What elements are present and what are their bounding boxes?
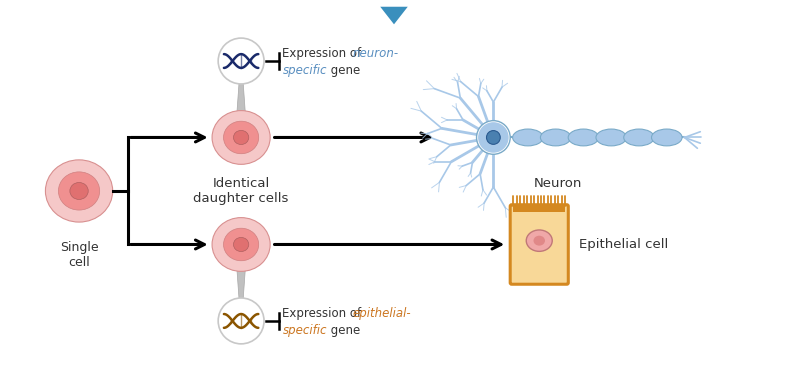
Polygon shape — [237, 81, 245, 113]
FancyBboxPatch shape — [4, 0, 782, 385]
Text: Expression of: Expression of — [282, 47, 366, 60]
Text: neuron-: neuron- — [353, 47, 399, 60]
Ellipse shape — [526, 230, 552, 251]
Text: epithelial-: epithelial- — [353, 307, 411, 320]
Ellipse shape — [218, 38, 264, 84]
Ellipse shape — [624, 129, 654, 146]
Polygon shape — [381, 7, 407, 24]
Ellipse shape — [224, 121, 258, 154]
Ellipse shape — [212, 110, 270, 164]
Ellipse shape — [568, 129, 599, 146]
Ellipse shape — [224, 228, 258, 261]
Ellipse shape — [46, 160, 113, 222]
Text: Neuron: Neuron — [534, 177, 582, 190]
Ellipse shape — [70, 182, 88, 199]
Ellipse shape — [541, 129, 571, 146]
Ellipse shape — [58, 172, 100, 210]
Polygon shape — [513, 206, 565, 212]
Polygon shape — [237, 269, 245, 301]
Text: specific: specific — [282, 325, 327, 337]
Text: Single
cell: Single cell — [60, 241, 98, 269]
Text: Identical
daughter cells: Identical daughter cells — [193, 177, 288, 205]
Ellipse shape — [233, 238, 249, 251]
FancyBboxPatch shape — [510, 205, 568, 284]
Ellipse shape — [486, 131, 500, 144]
Ellipse shape — [233, 131, 249, 144]
Ellipse shape — [652, 129, 682, 146]
Ellipse shape — [513, 129, 543, 146]
Ellipse shape — [212, 218, 270, 271]
Ellipse shape — [596, 129, 626, 146]
Ellipse shape — [478, 122, 509, 153]
Text: specific: specific — [282, 64, 327, 77]
Ellipse shape — [477, 121, 510, 154]
Ellipse shape — [218, 298, 264, 344]
Ellipse shape — [533, 236, 545, 246]
Text: gene: gene — [327, 325, 360, 337]
Text: gene: gene — [327, 64, 360, 77]
Text: Epithelial cell: Epithelial cell — [579, 238, 668, 251]
Text: Expression of: Expression of — [282, 307, 366, 320]
